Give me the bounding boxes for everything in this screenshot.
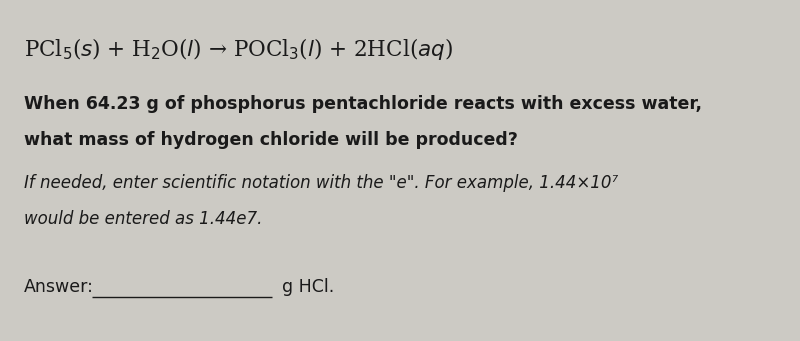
Text: g HCl.: g HCl. [282,278,334,296]
Text: If needed, enter scientific notation with the "e". For example, 1.44×10⁷: If needed, enter scientific notation wit… [24,174,618,192]
Text: Answer:: Answer: [24,278,94,296]
Text: would be entered as 1.44e7.: would be entered as 1.44e7. [24,210,262,228]
Text: When 64.23 g of phosphorus pentachloride reacts with excess water,: When 64.23 g of phosphorus pentachloride… [24,95,702,114]
Text: what mass of hydrogen chloride will be produced?: what mass of hydrogen chloride will be p… [24,131,518,149]
Text: PCl$_5$($s$) + H$_2$O($l$) → POCl$_3$($l$) + 2HCl($aq$): PCl$_5$($s$) + H$_2$O($l$) → POCl$_3$($l… [24,36,453,62]
